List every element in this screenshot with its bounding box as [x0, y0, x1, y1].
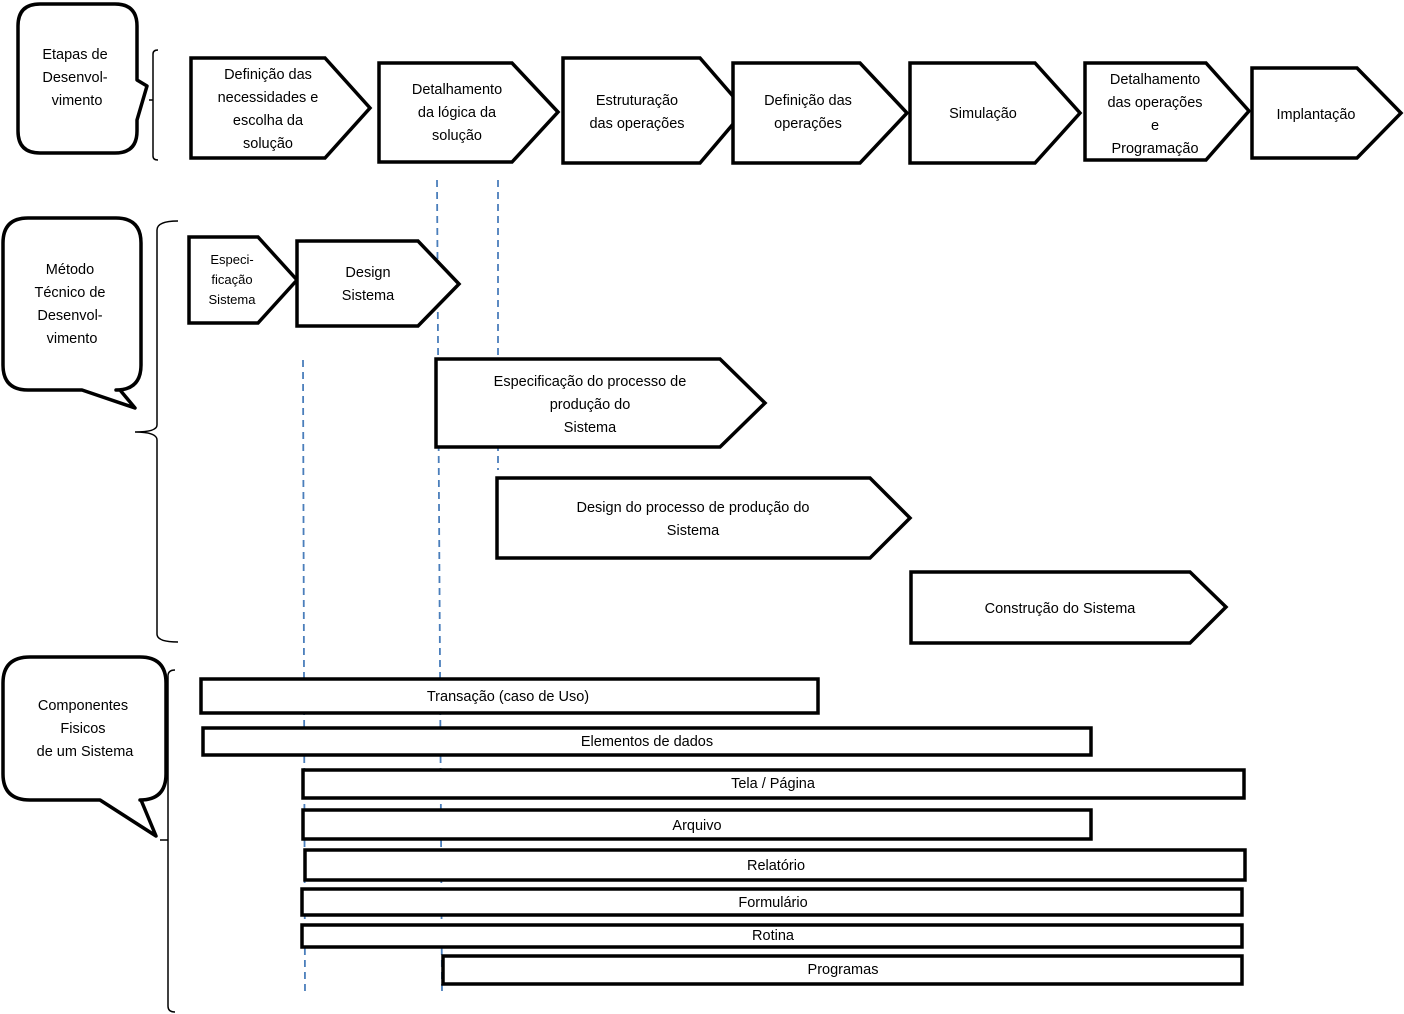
componente-arquivo: Arquivo — [301, 808, 1093, 841]
svg-text:Programas: Programas — [808, 962, 879, 978]
svg-text:Rotina: Rotina — [752, 928, 795, 944]
componente-tela-pagina: Tela / Página — [301, 768, 1246, 800]
svg-text:Arquivo: Arquivo — [672, 818, 721, 834]
etapa-definicao-necessidades: Definição das necessidades e escolha da sol… — [189, 56, 373, 160]
svg-text:Implantação: Implantação — [1277, 107, 1356, 123]
svg-text:Elementos de dados: Elementos de dados — [581, 734, 713, 750]
callout-etapas: Etapas de Desenvol- vimento — [16, 2, 149, 155]
etapa-implantacao: Implantação — [1250, 66, 1404, 160]
bracket-componentes — [160, 669, 176, 1013]
callout-componentes: Componentes Fisicos de um Sistema — [1, 655, 168, 838]
callout-etapas-label: Etapas de Desenvol- vimento — [42, 47, 111, 109]
svg-text:Transação (caso de Uso): Transação (caso de Uso) — [427, 689, 589, 705]
componente-programas: Programas — [441, 954, 1244, 986]
bracket-metodo — [134, 220, 179, 643]
bracket-etapas — [149, 49, 159, 161]
svg-text:Design do processo de produção: Design do processo de produção do Sistema — [577, 500, 810, 539]
componente-elementos-dados: Elementos de dados — [201, 726, 1093, 757]
etapa-simulacao: Simulação — [908, 61, 1083, 165]
metodo-especificacao-processo: Especificação do processo de produção do S… — [434, 357, 768, 449]
svg-text:Tela / Página: Tela / Página — [731, 776, 816, 792]
svg-text:Formulário: Formulário — [738, 895, 807, 911]
etapa-definicao-operacoes: Definição das operações — [731, 61, 910, 165]
callout-componentes-label: Componentes Fisicos de um Sistema — [37, 698, 135, 760]
etapa-detalhamento-logica: Detalhamento da lógica da solução — [377, 61, 561, 164]
componente-transacao: Transação (caso de Uso) — [199, 677, 820, 715]
metodo-design-sistema: Design Sistema — [295, 239, 462, 328]
callout-metodo: Método Técnico de Desenvol- vimento — [1, 216, 143, 410]
metodo-design-processo: Design do processo de produção do Sistema — [495, 476, 913, 560]
etapa-estruturacao-operacoes: Estruturação das operações — [561, 56, 748, 165]
metodo-construcao-sistema: Construção do Sistema — [909, 570, 1229, 645]
svg-text:Simulação: Simulação — [949, 106, 1017, 122]
callout-metodo-label: Método Técnico de Desenvol- vimento — [35, 262, 110, 347]
componente-relatorio: Relatório — [303, 848, 1247, 882]
componente-rotina: Rotina — [300, 923, 1244, 949]
etapa-detalhamento-programacao: Detalhamento das operações e Programação — [1083, 61, 1252, 162]
svg-text:Construção do Sistema: Construção do Sistema — [985, 601, 1137, 617]
componente-formulario: Formulário — [300, 887, 1244, 917]
svg-text:Relatório: Relatório — [747, 858, 805, 874]
metodo-especificacao-sistema: Especi-ficação Sistema — [187, 235, 300, 325]
